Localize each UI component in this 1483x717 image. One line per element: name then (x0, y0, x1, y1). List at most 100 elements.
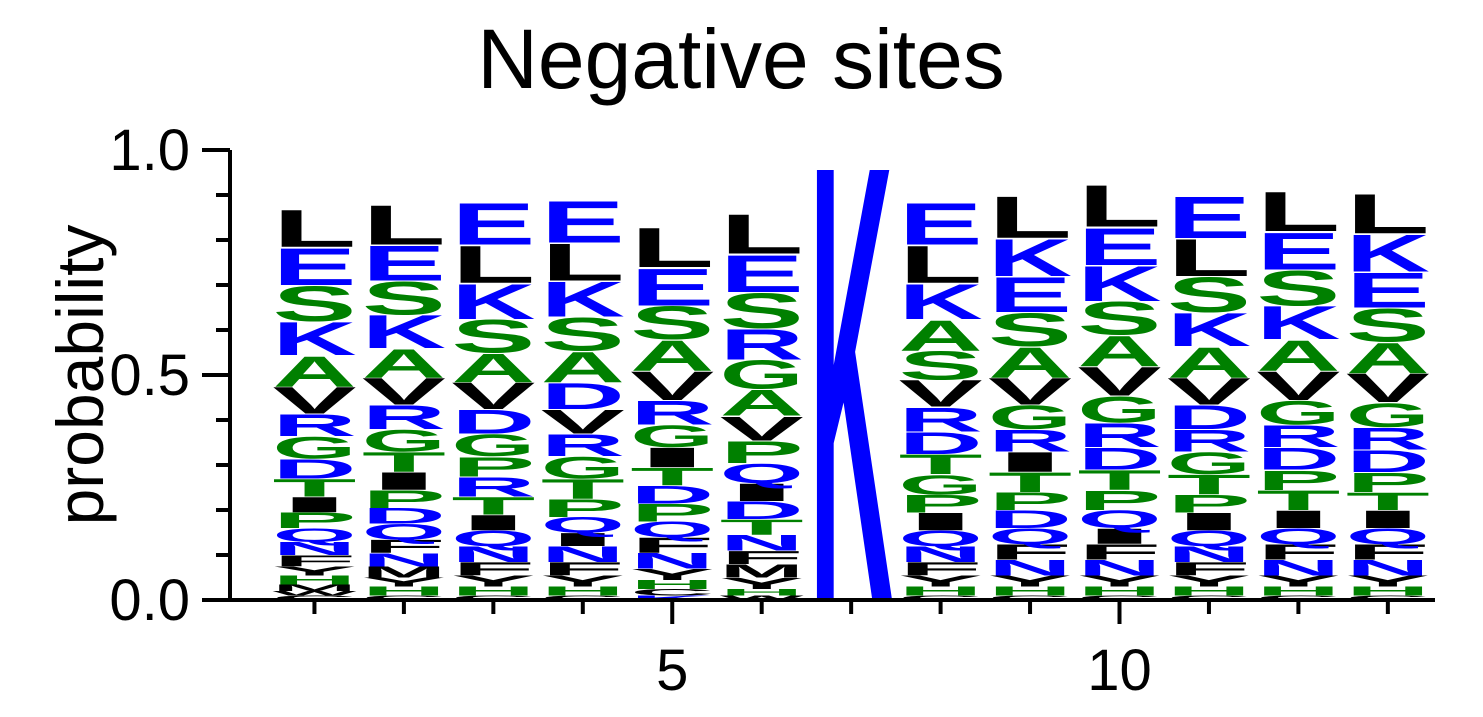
logo-letter-A: A (630, 331, 714, 380)
logo-letter-K: K (1256, 297, 1340, 349)
logo-letter-D: D (362, 504, 446, 529)
logo-letter-C: C (1256, 594, 1340, 601)
logo-letter-R: R (1167, 424, 1251, 459)
logo-letter-P: P (541, 494, 625, 522)
logo-letter-E: E (1167, 184, 1251, 250)
logo-letter-N: N (899, 542, 983, 567)
logo-letter-P: P (630, 499, 714, 527)
logo-letter-L: L (988, 184, 1072, 250)
logo-letter-V: V (630, 363, 714, 409)
logo-letter-A: A (1346, 333, 1430, 382)
logo-letter-P: P (1256, 464, 1340, 495)
logo-letter-Y: Y (1256, 573, 1340, 590)
logo-letter-I: I (1346, 505, 1430, 533)
logo-letter-R: R (720, 319, 804, 368)
logo-letter-E: E (1346, 263, 1430, 319)
logo-letter-L: L (1256, 181, 1340, 244)
logo-letter-D: D (1167, 398, 1251, 436)
logo-letter-G: G (451, 428, 535, 463)
logo-letter-V: V (988, 370, 1072, 412)
logo-letter-C: C (1346, 594, 1430, 601)
logo-letter-W: W (720, 594, 805, 601)
logo-letter-V: V (1078, 358, 1162, 404)
logo-letter-F: F (1346, 540, 1430, 564)
logo-letter-N: N (451, 542, 535, 567)
logo-letter-S: S (720, 283, 804, 339)
logo-letter-S: S (630, 297, 714, 349)
logo-letter-S: S (362, 272, 446, 324)
logo-letter-G: G (1256, 393, 1340, 432)
logo-letter-S: S (272, 276, 356, 332)
logo-letter-I: I (988, 446, 1072, 477)
logo-letter-A: A (1256, 331, 1340, 380)
logo-letter-D: D (1078, 442, 1162, 477)
logo-letter-M: M (362, 564, 446, 581)
logo-letter-Q: Q (1256, 524, 1340, 549)
logo-letter-T: T (1256, 485, 1340, 516)
logo-letter-I: I (541, 529, 625, 550)
logo-letter-H: H (630, 577, 714, 591)
chart-title: Negative sites (477, 12, 1005, 106)
logo-letter-T: T (1167, 469, 1251, 500)
logo-letter-A: A (899, 310, 983, 359)
logo-letter-Q: Q (451, 526, 535, 551)
logo-letter-Y: Y (362, 575, 446, 589)
logo-letter-E: E (1256, 222, 1340, 281)
logo-letter-N: N (1256, 555, 1340, 580)
logo-letter-G: G (272, 430, 356, 465)
logo-letter-R: R (362, 398, 446, 436)
logo-letter-K: K (988, 228, 1072, 287)
logo-letter-G: G (1078, 389, 1162, 431)
logo-letter-P: P (720, 435, 804, 470)
logo-letter-S: S (1078, 293, 1162, 345)
logo-letter-G: G (362, 423, 446, 458)
logo-letter-L: L (362, 194, 446, 257)
logo-letter-L: L (541, 233, 625, 292)
logo-letter-D: D (1256, 442, 1340, 477)
logo-letter-K: K (1346, 224, 1430, 283)
logo-letter-R: R (1256, 419, 1340, 454)
logo-letter-D: D (272, 453, 356, 485)
logo-letter-P: P (1078, 485, 1162, 516)
logo-letter-C: C (451, 594, 535, 601)
logo-letter-S: S (1256, 260, 1340, 316)
axes: 0.0 0.5 1.0 5 10 (109, 118, 1435, 703)
logo-letter-Q: Q (1167, 526, 1251, 551)
logo-letter-I: I (272, 493, 356, 517)
logo-letter-Q: Q (988, 524, 1072, 549)
logo-letter-T: T (451, 492, 535, 520)
logo-letter-N: N (1167, 542, 1251, 567)
logo-letter-E: E (899, 191, 983, 257)
logo-letter-D: D (630, 481, 714, 509)
logo-letter-K: K (1167, 303, 1251, 355)
logo-letter-W: W (272, 590, 357, 597)
logo-letter-H: H (899, 584, 983, 598)
logo-letter-I: I (720, 478, 804, 506)
logo-letter-K: K (630, 594, 714, 601)
logo-letter-Q: Q (1346, 524, 1430, 549)
logo-letter-E: E (451, 191, 535, 257)
logo-letter-P: P (899, 490, 983, 518)
logo-letter-E: E (1078, 217, 1162, 276)
logo-letter-I: I (1078, 524, 1162, 548)
logo-letter-P: P (988, 488, 1072, 516)
logo-letter-F: F (541, 558, 625, 579)
logo-letter-F: F (362, 536, 446, 557)
logo-letter-K: K (809, 36, 893, 717)
logo-letter-S: S (899, 343, 983, 389)
logo-letter-T: T (630, 463, 714, 491)
logo-letter-R: R (272, 408, 356, 443)
logo-letter-T: T (362, 447, 446, 478)
logo-letter-Y: Y (1078, 573, 1162, 590)
logo-letter-C: C (541, 594, 625, 601)
logo-letter-R: R (451, 471, 535, 503)
logo-letter-S: S (988, 304, 1072, 356)
logo-letter-A: A (720, 382, 804, 424)
logo-letter-V: V (1256, 363, 1340, 409)
logo-letter-A: A (988, 337, 1072, 386)
logo-letter-N: N (988, 555, 1072, 580)
